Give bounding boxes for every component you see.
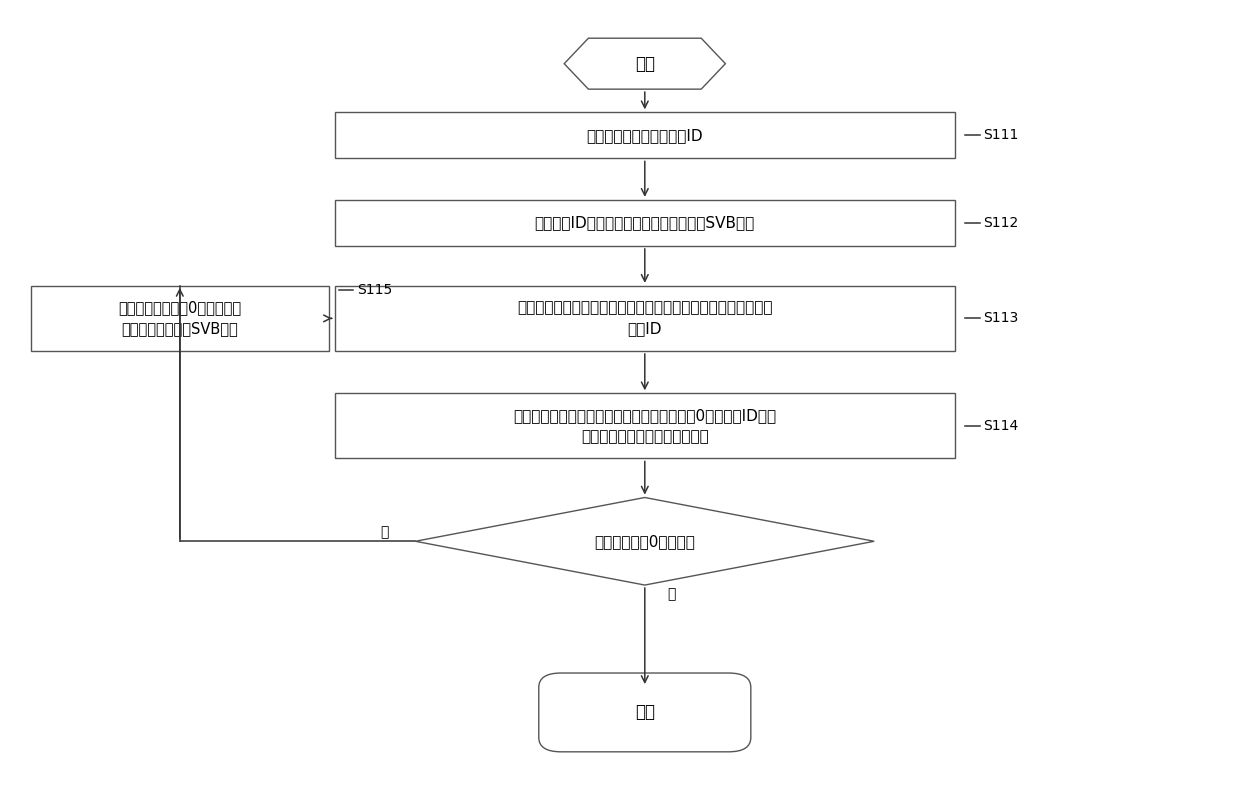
FancyBboxPatch shape [335, 112, 955, 158]
Text: 指定任一ID的从机输出所述预设的电压至SVB总线: 指定任一ID的从机输出所述预设的电压至SVB总线 [534, 216, 755, 230]
FancyBboxPatch shape [335, 286, 955, 351]
Text: 检测本端的电压值，同时接收各从机检测并上报的各从机的电压
值和ID: 检测本端的电压值，同时接收各从机检测并上报的各从机的电压 值和ID [517, 300, 773, 337]
Text: S114: S114 [983, 419, 1018, 433]
FancyBboxPatch shape [335, 200, 955, 246]
Polygon shape [564, 38, 725, 89]
FancyBboxPatch shape [31, 286, 329, 351]
Text: 开始: 开始 [635, 55, 655, 72]
Text: 是: 是 [381, 525, 388, 539]
Text: S112: S112 [983, 216, 1018, 230]
Text: 所述主机获取所有从机的ID: 所述主机获取所有从机的ID [587, 128, 703, 142]
Text: 结束: 结束 [635, 704, 655, 721]
Polygon shape [415, 498, 874, 585]
FancyBboxPatch shape [538, 673, 751, 751]
Text: S113: S113 [983, 311, 1018, 326]
Text: S115: S115 [357, 283, 392, 297]
Text: 根据所述主机和从机的电压值，获取电压值非0的从机的ID和地
址的对应关系，得到从机的地址: 根据所述主机和从机的电压值，获取电压值非0的从机的ID和地 址的对应关系，得到从… [513, 408, 776, 444]
FancyBboxPatch shape [335, 393, 955, 458]
Text: 存在电压值为0的从机？: 存在电压值为0的从机？ [594, 534, 696, 548]
Text: S111: S111 [983, 128, 1019, 142]
Text: 否: 否 [667, 587, 676, 602]
Text: 指定任一电压值为0的从机输出
所述预设的电压至SVB总线: 指定任一电压值为0的从机输出 所述预设的电压至SVB总线 [118, 300, 242, 337]
